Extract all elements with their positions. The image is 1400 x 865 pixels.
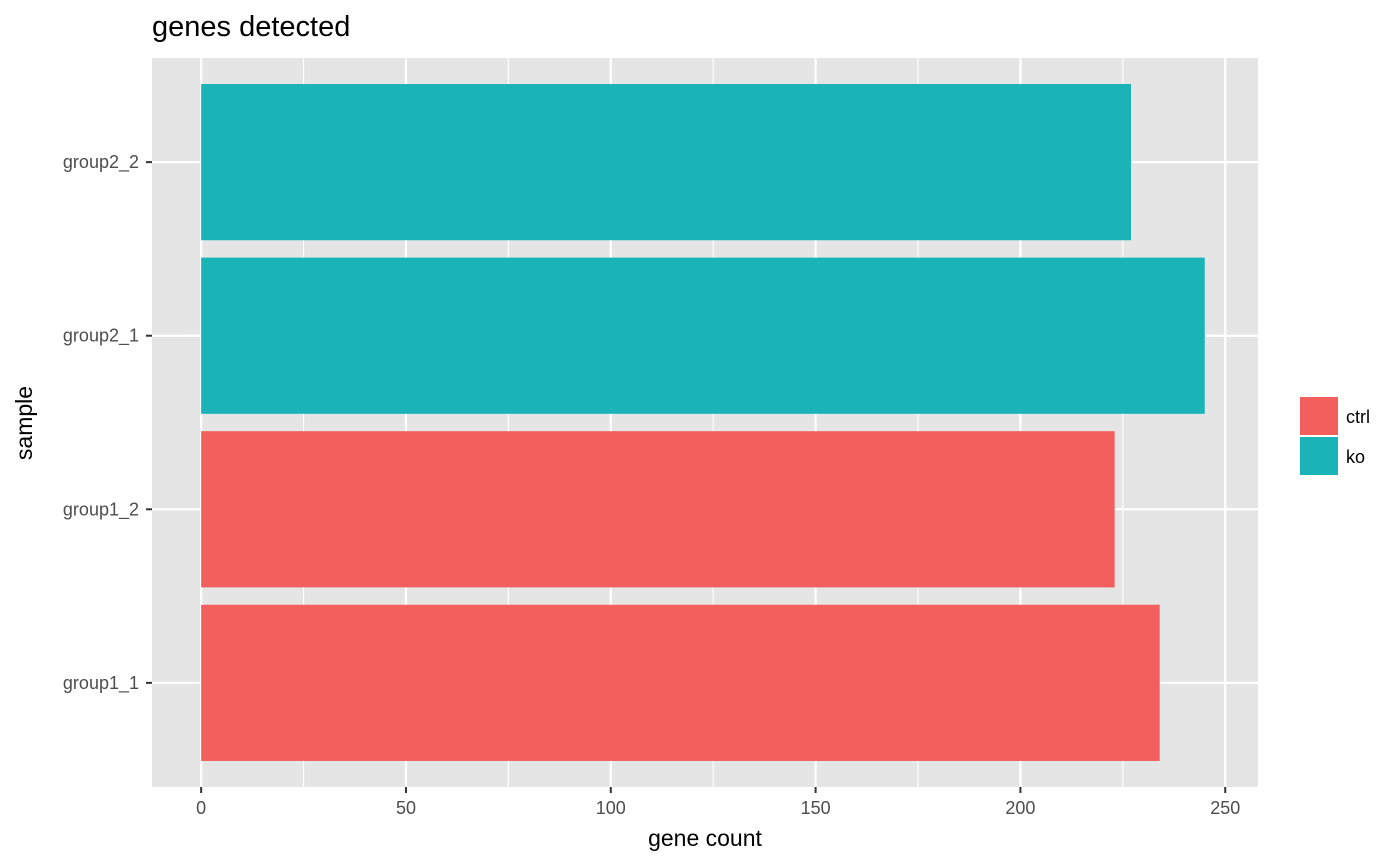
x-tick-label: 150 xyxy=(801,798,831,818)
legend-key-ctrl xyxy=(1300,397,1338,435)
y-tick-label: group1_2 xyxy=(63,499,139,520)
chart-title: genes detected xyxy=(152,11,350,43)
legend-label-ctrl: ctrl xyxy=(1346,407,1370,427)
bar-group1_1 xyxy=(201,604,1160,761)
x-tick-label: 50 xyxy=(396,798,416,818)
y-axis: group1_1 group1_2 group2_1 group2_2 xyxy=(63,152,152,694)
x-axis: 0 50 100 150 200 250 xyxy=(196,787,1240,818)
bars xyxy=(201,84,1205,761)
x-tick-label: 250 xyxy=(1210,798,1240,818)
bar-group2_1 xyxy=(201,257,1205,414)
x-tick-label: 100 xyxy=(596,798,626,818)
y-tick-label: group2_1 xyxy=(63,326,139,347)
y-tick-label: group1_1 xyxy=(63,673,139,694)
y-axis-title: sample xyxy=(11,386,37,460)
x-axis-title: gene count xyxy=(648,825,762,851)
bar-group2_2 xyxy=(201,84,1132,241)
legend-label-ko: ko xyxy=(1346,447,1365,467)
x-tick-label: 200 xyxy=(1005,798,1035,818)
bar-group1_2 xyxy=(201,431,1115,588)
legend-key-ko xyxy=(1300,437,1338,475)
x-tick-label: 0 xyxy=(196,798,206,818)
y-tick-label: group2_2 xyxy=(63,152,139,173)
legend: ctrl ko xyxy=(1300,397,1370,475)
